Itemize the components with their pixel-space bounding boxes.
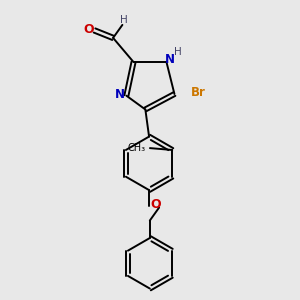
Text: CH₃: CH₃ — [128, 143, 146, 153]
Text: H: H — [174, 46, 182, 57]
Text: Br: Br — [191, 85, 206, 99]
Text: O: O — [150, 199, 161, 212]
Text: N: N — [165, 52, 175, 66]
Text: O: O — [84, 23, 94, 36]
Text: N: N — [115, 88, 125, 101]
Text: H: H — [120, 15, 128, 26]
